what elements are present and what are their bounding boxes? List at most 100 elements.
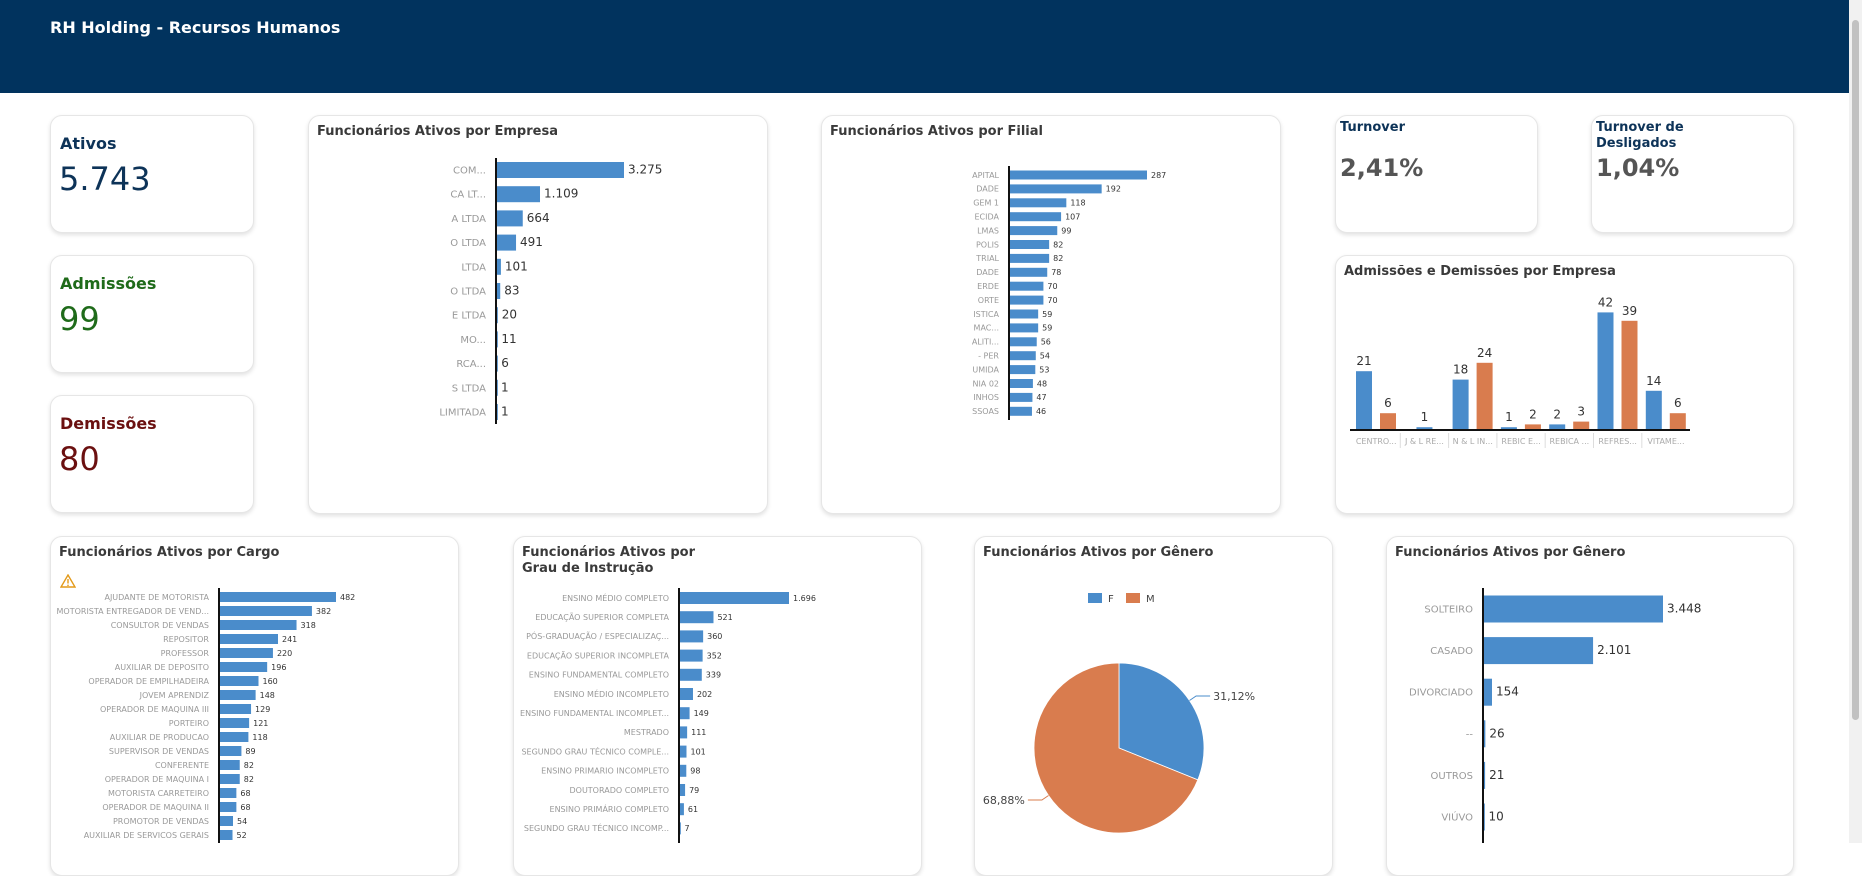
cargo-bar: [220, 774, 240, 784]
empresa-value-label: 101: [505, 259, 528, 273]
empresa-category-label: LTDA: [461, 262, 486, 273]
civil-category-label: VIÚVO: [1441, 811, 1473, 824]
cargo-bar: [220, 592, 336, 602]
admissoes-bar: [1356, 371, 1372, 430]
filial-category-label: TRIAL: [975, 254, 999, 263]
grau-category-label: ENSINO MÉDIO COMPLETO: [562, 592, 669, 603]
civil-bar: [1484, 637, 1594, 665]
cargo-chart-card: Funcionários Ativos por Cargo: [50, 536, 459, 876]
filial-category-label: INHOS: [973, 393, 999, 402]
app-header: RH Holding - Recursos Humanos: [0, 0, 1849, 93]
legend-swatch-M: [1126, 593, 1140, 603]
empresa-bar: [497, 355, 498, 372]
grau-category-label: DOUTORADO COMPLETO: [569, 786, 669, 795]
turnover-label: Turnover: [1340, 120, 1405, 135]
empresa-value-label: 1: [501, 380, 509, 394]
pie-leader-line: [1027, 795, 1049, 801]
turnover-value: 2,41%: [1340, 154, 1424, 182]
charts-layer: COM... 3.275 CA LT... 1.109 A LTDA 664 O LTDA 4…: [57, 158, 1701, 843]
cargo-bar: [220, 732, 249, 742]
empresa-chart-title: Funcionários Ativos por Empresa: [317, 124, 558, 139]
grau-value-label: 98: [690, 767, 700, 776]
grau-bar: [680, 649, 703, 662]
cargo-value-label: 241: [282, 635, 297, 644]
admissoes-bar: [1549, 424, 1566, 430]
cargo-bar: [220, 802, 237, 812]
legend-label: M: [1146, 594, 1155, 605]
empresa-bar: [497, 210, 523, 227]
filial-value-label: 54: [1040, 352, 1050, 361]
filial-category-label: DADE: [976, 268, 999, 277]
civil-value-label: 3.448: [1667, 602, 1701, 616]
demissoes-bar-value-label: 3: [1577, 405, 1585, 419]
grau-bar: [680, 803, 684, 816]
cargo-category-label: JOVEM APRENDIZ: [139, 691, 210, 700]
filial-category-label: LMAS: [977, 226, 999, 235]
pie-slice-F: [1118, 662, 1205, 781]
cargo-category-label: AUXILIAR DE SERVICOS GERAIS: [84, 831, 209, 840]
filial-bar: [1010, 212, 1062, 222]
demissoes-bar-value-label: 6: [1384, 396, 1392, 410]
filial-value-label: 82: [1053, 240, 1063, 249]
grau-category-label: MESTRADO: [624, 728, 669, 737]
civil-value-label: 2.101: [1597, 643, 1631, 657]
civil-category-label: --: [1466, 729, 1474, 740]
cargo-value-label: 89: [245, 747, 255, 756]
cargo-bar: [220, 690, 256, 700]
civil-chart-card: Funcionários Ativos por Gênero: [1386, 536, 1794, 876]
cargo-category-label: MOTORISTA CARRETEIRO: [108, 789, 209, 798]
grau-value-label: 202: [697, 690, 712, 699]
cargo-category-label: OPERADOR DE MAQUINA II: [102, 803, 209, 812]
turnover-card: Turnover 2,41%: [1335, 115, 1538, 233]
grau-chart-card: Funcionários Ativos por Grau de Instruçã…: [513, 536, 922, 876]
empresa-value-label: 20: [502, 308, 517, 322]
kpi-ativos-value: 5.743: [59, 160, 151, 198]
grau-value-label: 79: [689, 786, 699, 795]
civil-bar: [1484, 720, 1486, 748]
grau-bar: [680, 707, 690, 720]
grau-bar: [680, 668, 702, 681]
filial-category-label: ORTE: [978, 296, 999, 305]
filial-chart-title: Funcionários Ativos por Filial: [830, 124, 1043, 139]
grau-bar: [680, 764, 687, 777]
cargo-category-label: AUXILIAR DE DEPOSITO: [115, 663, 209, 672]
pie-value-label: 31,12%: [1213, 690, 1255, 703]
empresa-value-label: 3.275: [628, 163, 662, 177]
filial-category-label: SSOAS: [972, 407, 999, 416]
filial-bar: [1010, 365, 1036, 375]
empresa-chart-card: Funcionários Ativos por Empresa: [308, 115, 768, 514]
page-scrollbar[interactable]: [1849, 0, 1862, 843]
empresa-value-label: 491: [520, 235, 543, 249]
cargo-category-label: REPOSITOR: [163, 635, 209, 644]
cargo-value-label: 52: [237, 831, 247, 840]
cargo-value-label: 220: [277, 649, 292, 658]
cargo-category-label: PROFESSOR: [161, 649, 210, 658]
cargo-bar: [220, 662, 268, 672]
grau-category-label: ENSINO PRIMÁRIO COMPLETO: [550, 803, 669, 814]
cargo-bar: [220, 606, 312, 616]
kpi-admissoes-card: Admissões 99: [50, 255, 254, 373]
admdem-category-label: N & L IN...: [1453, 437, 1493, 446]
filial-value-label: 46: [1036, 407, 1046, 416]
filial-value-label: 56: [1041, 338, 1051, 347]
empresa-category-label: LIMITADA: [439, 408, 486, 419]
grau-bar: [680, 726, 688, 739]
demissoes-bar: [1573, 421, 1590, 430]
civil-bar: [1484, 803, 1485, 831]
admissoes-bar-value-label: 42: [1598, 295, 1613, 309]
filial-bar: [1010, 253, 1050, 263]
cargo-category-label: OPERADOR DE EMPILHADEIRA: [88, 677, 209, 686]
filial-value-label: 107: [1065, 213, 1080, 222]
admissoes-bar-value-label: 18: [1453, 363, 1468, 377]
cargo-value-label: 82: [244, 775, 254, 784]
admissoes-bar: [1452, 379, 1469, 430]
filial-value-label: 70: [1047, 282, 1057, 291]
filial-value-label: 78: [1051, 268, 1061, 277]
grau-category-label: ENSINO PRIMARIO INCOMPLETO: [541, 767, 669, 776]
grau-value-label: 352: [707, 651, 722, 660]
scrollbar-thumb[interactable]: [1852, 20, 1859, 720]
filial-bar: [1010, 309, 1039, 319]
empresa-value-label: 6: [501, 356, 509, 370]
cargo-bar: [220, 718, 250, 728]
warning-icon[interactable]: [60, 574, 76, 588]
